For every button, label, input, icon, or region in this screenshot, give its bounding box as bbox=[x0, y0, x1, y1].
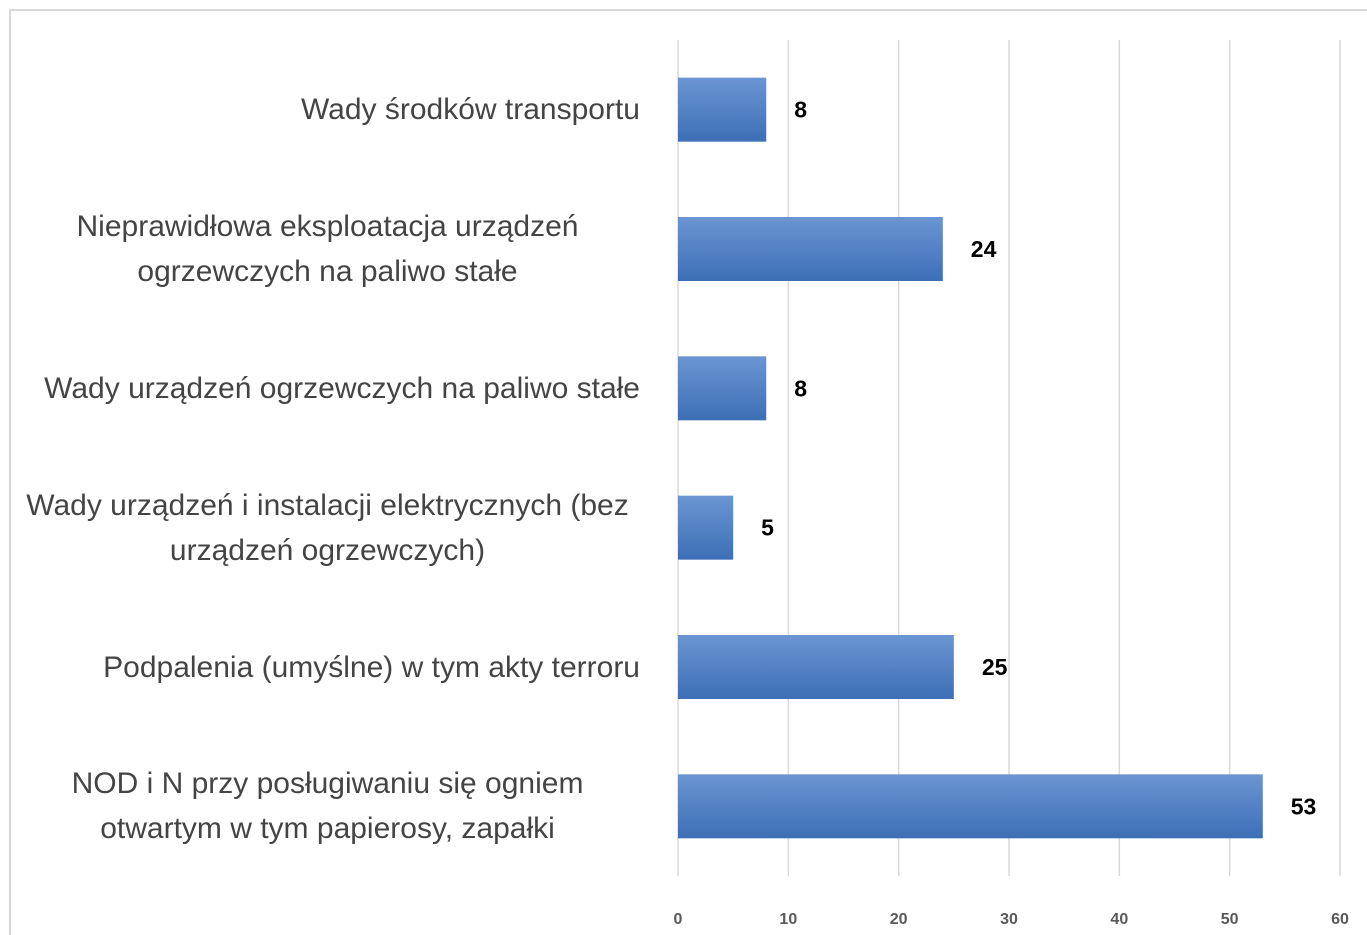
category-label-box: Podpalenia (umyślne) w tym akty terroru bbox=[0, 617, 640, 717]
x-tick-label: 0 bbox=[674, 911, 683, 928]
category-label-box: Wady urządzeń i instalacji elektrycznych… bbox=[0, 478, 640, 578]
bar bbox=[678, 356, 767, 421]
x-tick-label: 60 bbox=[1331, 911, 1349, 928]
bar bbox=[678, 635, 954, 699]
chart-frame bbox=[9, 9, 1367, 935]
value-label: 24 bbox=[971, 236, 997, 262]
value-label: 53 bbox=[1291, 793, 1317, 819]
bar bbox=[678, 217, 943, 281]
category-label-box: Wady środków transportu bbox=[0, 60, 640, 160]
y-tick-label: Wady urządzeń ogrzewczych na paliwo stał… bbox=[44, 371, 640, 405]
category-label-box: Wady urządzeń ogrzewczych na paliwo stał… bbox=[0, 338, 640, 438]
x-tick-label: 50 bbox=[1221, 911, 1239, 928]
y-tick-label: NOD i N przy posługiwaniu się ogniem otw… bbox=[71, 767, 584, 846]
value-label: 5 bbox=[761, 515, 774, 541]
y-tick-label: Podpalenia (umyślne) w tym akty terroru bbox=[103, 650, 640, 684]
bar bbox=[678, 77, 767, 142]
y-tick-label: Wady środków transportu bbox=[300, 93, 640, 127]
category-label-box: Nieprawidłowa eksploatacja urządzeń ogrz… bbox=[0, 199, 640, 299]
category-label-box: NOD i N przy posługiwaniu się ogniem otw… bbox=[0, 756, 640, 856]
bar bbox=[678, 495, 734, 560]
y-tick-label: Wady urządzeń i instalacji elektrycznych… bbox=[26, 488, 629, 567]
value-label: 25 bbox=[982, 654, 1008, 680]
x-tick-label: 10 bbox=[779, 911, 797, 928]
y-tick-label: Nieprawidłowa eksploatacja urządzeń ogrz… bbox=[76, 210, 579, 288]
x-tick-label: 20 bbox=[890, 911, 908, 928]
x-tick-label: 30 bbox=[1000, 911, 1018, 928]
x-tick-label: 40 bbox=[1110, 911, 1128, 928]
value-label: 8 bbox=[794, 97, 807, 123]
value-label: 8 bbox=[794, 375, 807, 401]
bar bbox=[678, 774, 1263, 839]
